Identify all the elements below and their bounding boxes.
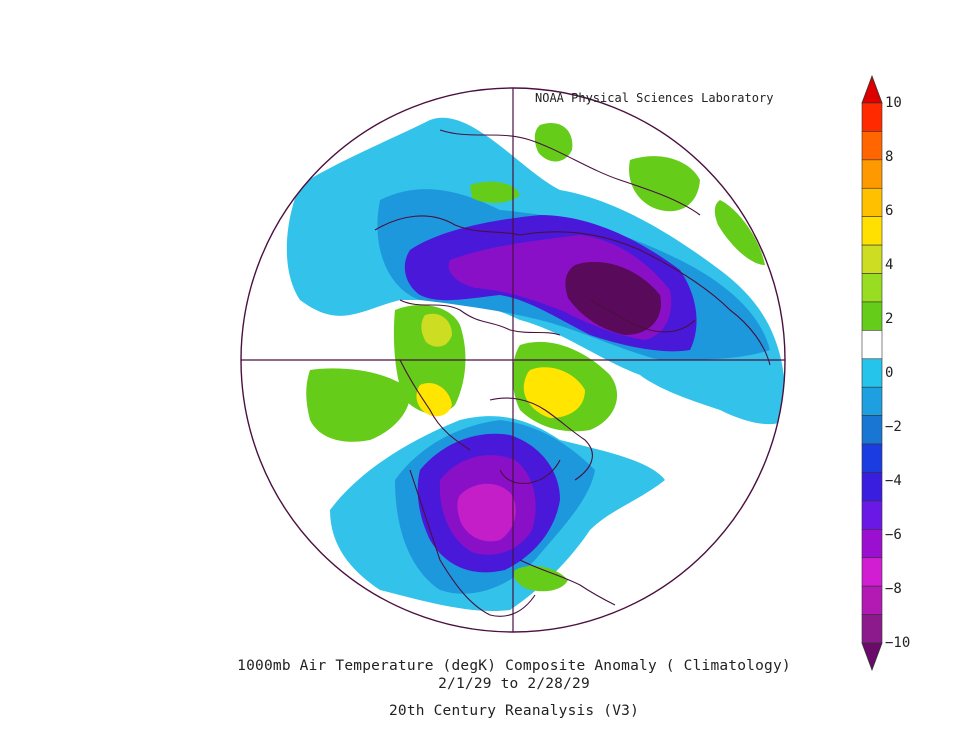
- colorbar-bottom-arrow: [861, 642, 883, 672]
- colorbar-top-arrow: [861, 74, 883, 104]
- colorbar-swatches: [861, 74, 883, 672]
- colorbar-swatch: [861, 386, 883, 416]
- anomaly-field: [241, 88, 785, 632]
- colorbar-tick-label: −4: [885, 473, 902, 489]
- colorbar-tick-label: −2: [885, 419, 902, 435]
- colorbar-swatch: [861, 472, 883, 502]
- map-title: 1000mb Air Temperature (degK) Composite …: [237, 658, 791, 674]
- colorbar-swatch: [861, 330, 883, 360]
- cold-core-us-magenta: [457, 483, 516, 542]
- colorbar-tick-label: −10: [885, 635, 911, 651]
- colorbar-swatch: [861, 415, 883, 445]
- warm-region-alaska: [534, 122, 573, 162]
- map-boundary-circle: [240, 87, 786, 633]
- colorbar-swatch: [861, 244, 883, 274]
- colorbar-tick-label: 2: [885, 311, 894, 327]
- colorbar-swatch: [861, 216, 883, 246]
- colorbar-swatch: [861, 500, 883, 530]
- colorbar-swatch: [861, 301, 883, 331]
- colorbar-tick-label: −6: [885, 527, 902, 543]
- dataset-label: 20th Century Reanalysis (V3): [388, 703, 640, 719]
- colorbar-swatch: [861, 131, 883, 161]
- warm-region-gulf: [513, 565, 568, 592]
- colorbar-swatch: [861, 529, 883, 559]
- colorbar-tick-label: 4: [885, 257, 894, 273]
- colorbar-tick-label: −8: [885, 581, 902, 597]
- warm-region-arctic-small: [470, 181, 520, 203]
- warm-region-atlantic: [306, 368, 411, 442]
- cold-core-siberia-dark: [565, 261, 661, 335]
- warm-core-europe-lime: [421, 313, 452, 347]
- colorbar-swatch: [861, 273, 883, 303]
- colorbar-swatch: [861, 187, 883, 217]
- colorbar-tick-label: 10: [885, 95, 902, 111]
- colorbar-swatch: [861, 614, 883, 644]
- colorbar-swatch: [861, 102, 883, 132]
- colorbar-swatch: [861, 443, 883, 473]
- colorbar-tick-label: 6: [885, 203, 894, 219]
- colorbar-swatch: [861, 159, 883, 189]
- colorbar-tick-label: 0: [885, 365, 894, 381]
- coastlines: [374, 129, 771, 617]
- credit-label: NOAA Physical Sciences Laboratory: [535, 91, 774, 105]
- date-range: 2/1/29 to 2/28/29: [438, 676, 590, 692]
- warm-region-pacific: [629, 156, 700, 212]
- warm-region-bering: [714, 200, 765, 265]
- warm-core-scandinavia-yellow: [416, 382, 452, 417]
- warm-core-greenland-yellow: [523, 367, 585, 418]
- colorbar-tick-label: 8: [885, 149, 894, 165]
- colorbar-swatch: [861, 557, 883, 587]
- colorbar-swatch: [861, 358, 883, 388]
- colorbar-swatch: [861, 585, 883, 615]
